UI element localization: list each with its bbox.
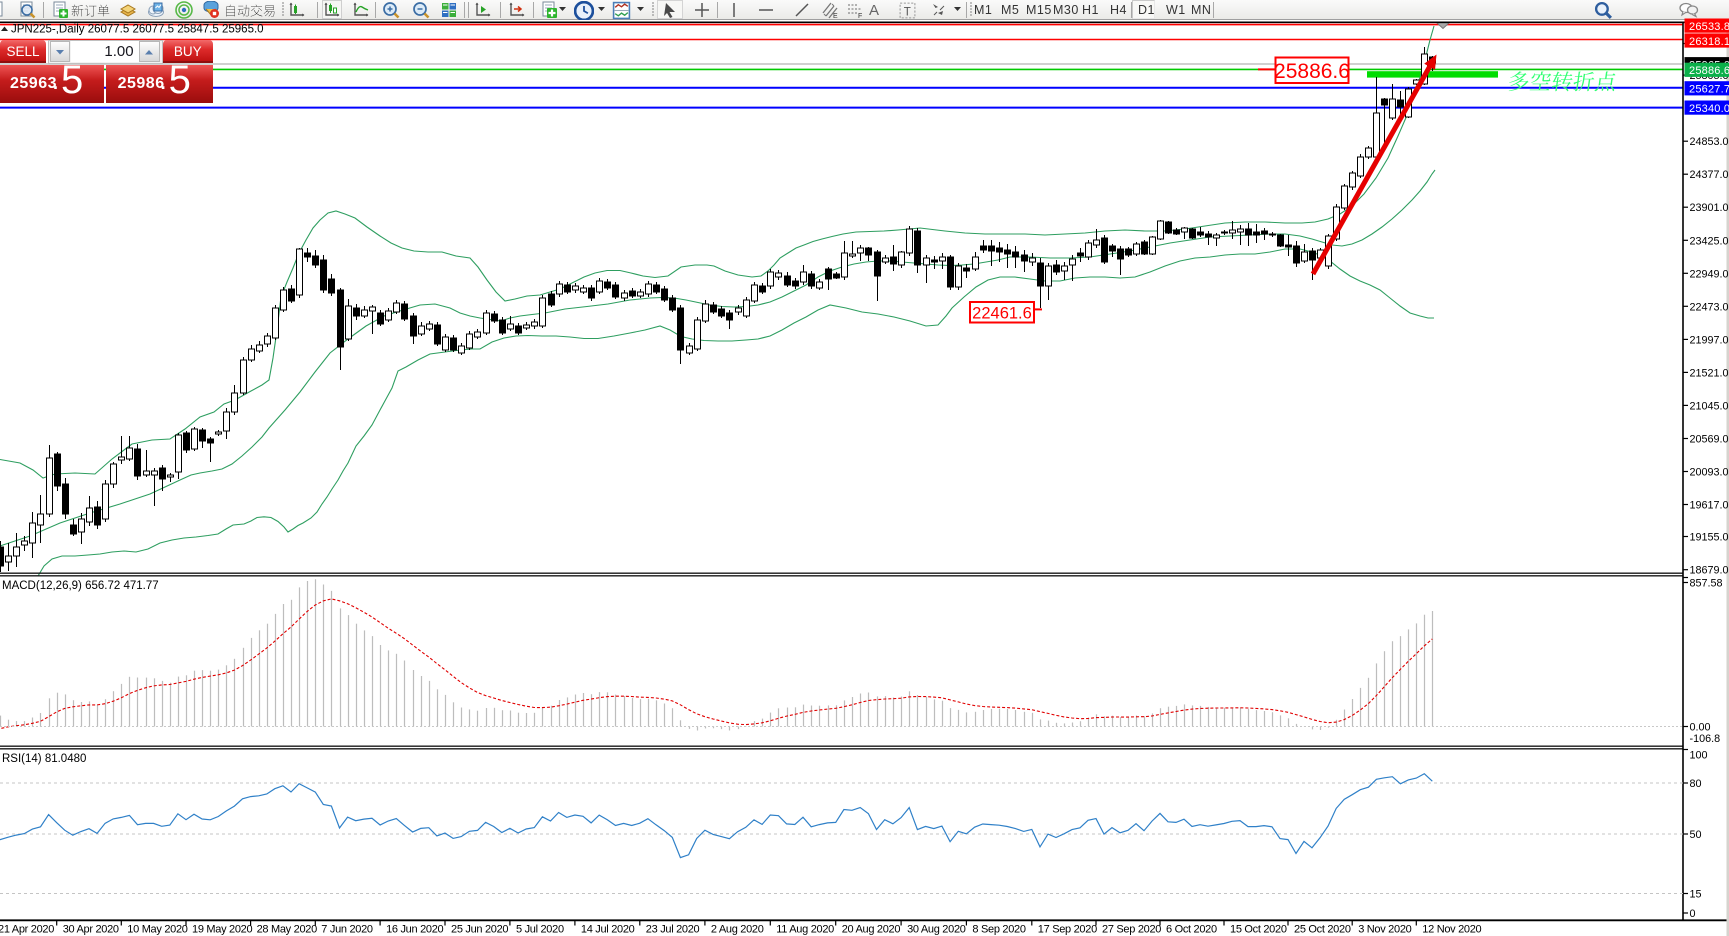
svg-text:E: E [833, 13, 838, 19]
svg-text:-106.8: -106.8 [1690, 733, 1721, 745]
svg-text:17 Sep 2020: 17 Sep 2020 [1038, 924, 1097, 936]
svg-text:21045.0: 21045.0 [1690, 400, 1729, 412]
svg-text:24853.0: 24853.0 [1690, 136, 1729, 148]
svg-text:JPN225-,Daily 26077.5 26077.5: JPN225-,Daily 26077.5 26077.5 25847.5 25… [11, 24, 264, 36]
svg-text:6 Oct 2020: 6 Oct 2020 [1166, 924, 1217, 936]
svg-text:5 Jul 2020: 5 Jul 2020 [516, 924, 564, 936]
svg-text:MACD(12,26,9) 656.72 471.77: MACD(12,26,9) 656.72 471.77 [2, 580, 159, 592]
svg-text:19 May 2020: 19 May 2020 [192, 924, 252, 936]
svg-text:21997.0: 21997.0 [1690, 334, 1729, 346]
svg-text:2 Aug 2020: 2 Aug 2020 [711, 924, 764, 936]
svg-text:RSI(14) 81.0480: RSI(14) 81.0480 [2, 753, 86, 765]
svg-text:11 Aug 2020: 11 Aug 2020 [776, 924, 834, 936]
svg-text:28 May 2020: 28 May 2020 [257, 924, 317, 936]
svg-text:25627.7: 25627.7 [1689, 84, 1729, 96]
svg-text:15: 15 [1690, 889, 1702, 901]
svg-text:20569.0: 20569.0 [1690, 434, 1729, 446]
svg-text:22473.0: 22473.0 [1690, 301, 1729, 313]
svg-text:25886.6: 25886.6 [1689, 65, 1729, 77]
svg-text:3 Nov 2020: 3 Nov 2020 [1358, 924, 1411, 936]
svg-text:21 Apr 2020: 21 Apr 2020 [0, 924, 54, 936]
svg-text:14 Jul 2020: 14 Jul 2020 [581, 924, 635, 936]
svg-text:16 Jun 2020: 16 Jun 2020 [386, 924, 443, 936]
svg-text:18679.0: 18679.0 [1690, 565, 1729, 577]
svg-text:857.58: 857.58 [1690, 578, 1723, 590]
svg-text:22461.6: 22461.6 [972, 305, 1032, 323]
svg-text:8 Sep 2020: 8 Sep 2020 [972, 924, 1025, 936]
svg-text:20093.0: 20093.0 [1690, 467, 1729, 479]
svg-text:30 Apr 2020: 30 Apr 2020 [63, 924, 119, 936]
svg-text:26533.8: 26533.8 [1689, 21, 1729, 33]
svg-text:22949.0: 22949.0 [1690, 268, 1729, 280]
svg-text:10 May 2020: 10 May 2020 [127, 924, 187, 936]
svg-text:19617.0: 19617.0 [1690, 500, 1729, 512]
svg-text:19155.0: 19155.0 [1690, 532, 1729, 544]
svg-text:25 Jun 2020: 25 Jun 2020 [451, 924, 508, 936]
svg-text:80: 80 [1690, 778, 1702, 790]
svg-text:27 Sep 2020: 27 Sep 2020 [1102, 924, 1161, 936]
svg-text:21521.0: 21521.0 [1690, 367, 1729, 379]
svg-text:0.00: 0.00 [1690, 722, 1711, 734]
svg-text:25886.6: 25886.6 [1274, 60, 1350, 83]
svg-text:7 Jun 2020: 7 Jun 2020 [321, 924, 373, 936]
svg-text:23901.0: 23901.0 [1690, 202, 1729, 214]
svg-text:50: 50 [1690, 829, 1702, 841]
svg-text:30 Aug 2020: 30 Aug 2020 [907, 924, 966, 936]
svg-text:T: T [904, 5, 911, 18]
svg-text:25 Oct 2020: 25 Oct 2020 [1294, 924, 1351, 936]
svg-text:12 Nov 2020: 12 Nov 2020 [1422, 924, 1481, 936]
svg-text:23425.0: 23425.0 [1690, 235, 1729, 247]
svg-text:F: F [858, 13, 862, 19]
svg-text:25340.0: 25340.0 [1689, 103, 1729, 115]
svg-text:100: 100 [1690, 749, 1708, 761]
svg-text:24377.0: 24377.0 [1690, 169, 1729, 181]
svg-text:26318.1: 26318.1 [1689, 36, 1729, 48]
svg-text:0: 0 [1690, 908, 1696, 920]
svg-text:20 Aug 2020: 20 Aug 2020 [842, 924, 901, 936]
svg-text:15 Oct 2020: 15 Oct 2020 [1230, 924, 1287, 936]
svg-text:23 Jul 2020: 23 Jul 2020 [646, 924, 700, 936]
